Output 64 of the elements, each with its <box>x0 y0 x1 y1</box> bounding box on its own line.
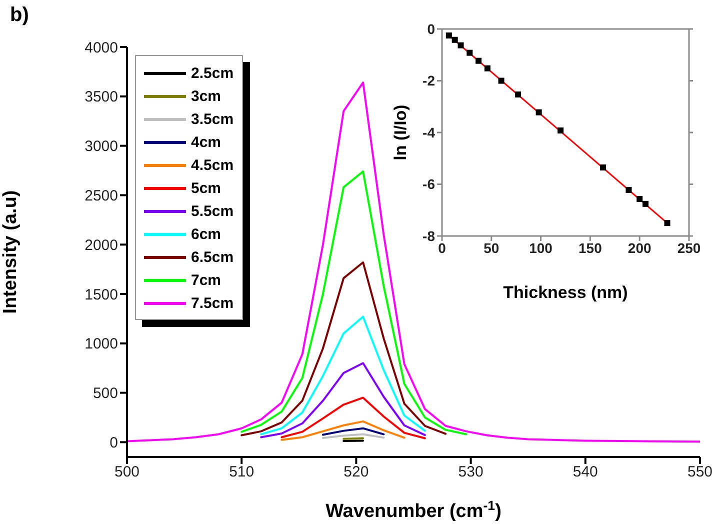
point <box>476 58 482 64</box>
y-tick-label: 0 <box>110 434 118 452</box>
point <box>558 127 564 134</box>
x-tick-label: 250 <box>677 240 701 256</box>
x-tick-label: 100 <box>529 240 553 256</box>
y-tick-label: 500 <box>92 385 118 402</box>
line-series <box>280 396 426 440</box>
y-tick-label: -2 <box>422 72 436 89</box>
x-tick-label: 200 <box>628 240 652 256</box>
x-tick-label: 520 <box>344 464 369 481</box>
y-tick-label: 4000 <box>84 39 118 56</box>
line-series <box>280 420 406 441</box>
point <box>600 164 606 170</box>
chart-title: b) <box>10 4 29 27</box>
line-series <box>240 261 447 436</box>
legend-label: 6cm <box>191 226 222 243</box>
legend-label: 5.5cm <box>191 203 234 220</box>
y-axis-title: Intensity (a.u) <box>0 190 21 314</box>
point <box>515 91 522 98</box>
y-tick-label: -4 <box>422 124 436 140</box>
x-axis-title: Thickness (nm) <box>503 283 628 302</box>
line-series <box>260 316 426 436</box>
legend-label: 6.5cm <box>191 249 234 266</box>
line-series <box>260 362 426 438</box>
line-series <box>240 170 468 436</box>
legend-label: 2.5cm <box>191 65 234 82</box>
y-tick-label: -6 <box>422 176 436 192</box>
point <box>466 50 473 56</box>
legend-label: 3cm <box>191 88 222 105</box>
x-tick-label: 500 <box>114 464 140 481</box>
point <box>536 109 542 116</box>
legend-label: 7cm <box>191 272 222 289</box>
x-tick-label: 150 <box>578 240 602 256</box>
point <box>642 200 649 207</box>
point <box>484 65 490 72</box>
x-tick-label: 540 <box>572 464 598 481</box>
y-tick-label: 1500 <box>84 286 118 304</box>
y-tick-label: 0 <box>427 20 436 37</box>
x-tick-label: 510 <box>229 464 254 481</box>
y-tick-label: 2000 <box>84 236 118 254</box>
x-tick-label: 0 <box>438 240 446 256</box>
legend-label: 5cm <box>191 180 222 197</box>
point <box>452 36 458 43</box>
y-tick-label: 1000 <box>84 336 118 353</box>
point <box>498 78 504 84</box>
y-tick-label: 3500 <box>84 88 118 106</box>
point <box>636 196 643 202</box>
line-series <box>322 427 385 436</box>
x-tick-label: 50 <box>484 240 500 256</box>
legend-label: 7.5cm <box>191 295 234 312</box>
x-axis-title: Wavenumber (cm$^{-1}$) <box>326 498 502 522</box>
y-tick-label: -8 <box>422 228 436 244</box>
point <box>626 186 632 193</box>
x-tick-label: 530 <box>458 464 484 481</box>
point <box>458 42 464 48</box>
point <box>446 32 452 38</box>
y-tick-label: 2500 <box>84 188 118 205</box>
y-axis-title: ln (I/Io) <box>391 104 410 160</box>
legend-label: 3.5cm <box>191 111 234 128</box>
legend-label: 4cm <box>191 134 222 151</box>
point <box>664 220 670 226</box>
y-tick-label: 3000 <box>84 138 118 156</box>
x-tick-label: 550 <box>687 464 713 481</box>
legend-label: 4.5cm <box>191 157 234 174</box>
